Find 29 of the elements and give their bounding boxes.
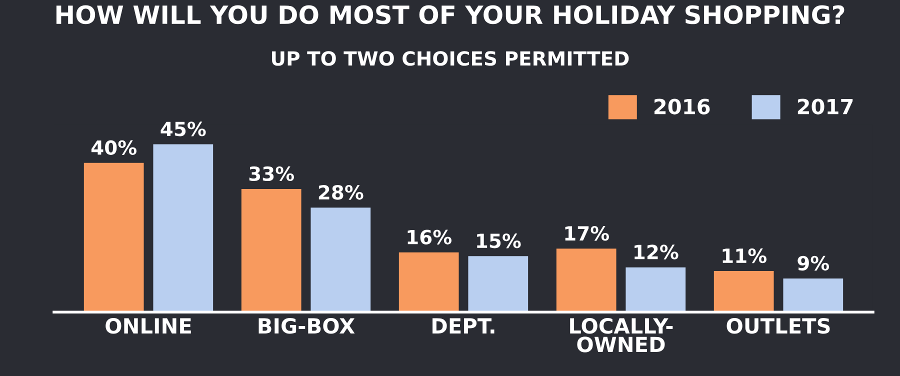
data-label: 28% bbox=[318, 184, 364, 200]
chart-subtitle: UP TO TWO CHOICES PERMITTED bbox=[272, 51, 629, 66]
bar bbox=[556, 248, 616, 312]
data-label: 15% bbox=[477, 233, 521, 248]
bar bbox=[310, 208, 371, 312]
x-tick-label: ONLINE bbox=[106, 318, 191, 334]
x-tick-label: LOCALLY- OWNED bbox=[570, 318, 673, 352]
x-tick-label: BIG-BOX bbox=[258, 318, 355, 334]
bar bbox=[84, 162, 144, 312]
bar bbox=[468, 256, 528, 312]
legend-label: 2017 bbox=[798, 98, 853, 114]
bar bbox=[783, 278, 844, 312]
data-label: 12% bbox=[634, 244, 678, 260]
data-label: 9% bbox=[798, 256, 830, 271]
bar bbox=[398, 252, 459, 312]
bar bbox=[153, 144, 214, 312]
bar bbox=[241, 188, 302, 312]
x-tick-label: DEPT. bbox=[432, 318, 494, 334]
data-label: 17% bbox=[565, 226, 609, 241]
data-label: 11% bbox=[722, 248, 766, 264]
bar bbox=[626, 267, 686, 312]
data-label: 16% bbox=[408, 230, 452, 244]
data-label: 45% bbox=[160, 122, 206, 136]
bar bbox=[714, 271, 774, 312]
chart-title: HOW WILL YOU DO MOST OF YOUR HOLIDAY SHOPPING? bbox=[56, 5, 844, 24]
data-label: 33% bbox=[249, 166, 294, 182]
legend-label: 2016 bbox=[654, 98, 710, 114]
x-tick-label: OUTLETS bbox=[726, 318, 830, 334]
data-label: 40% bbox=[91, 140, 136, 155]
